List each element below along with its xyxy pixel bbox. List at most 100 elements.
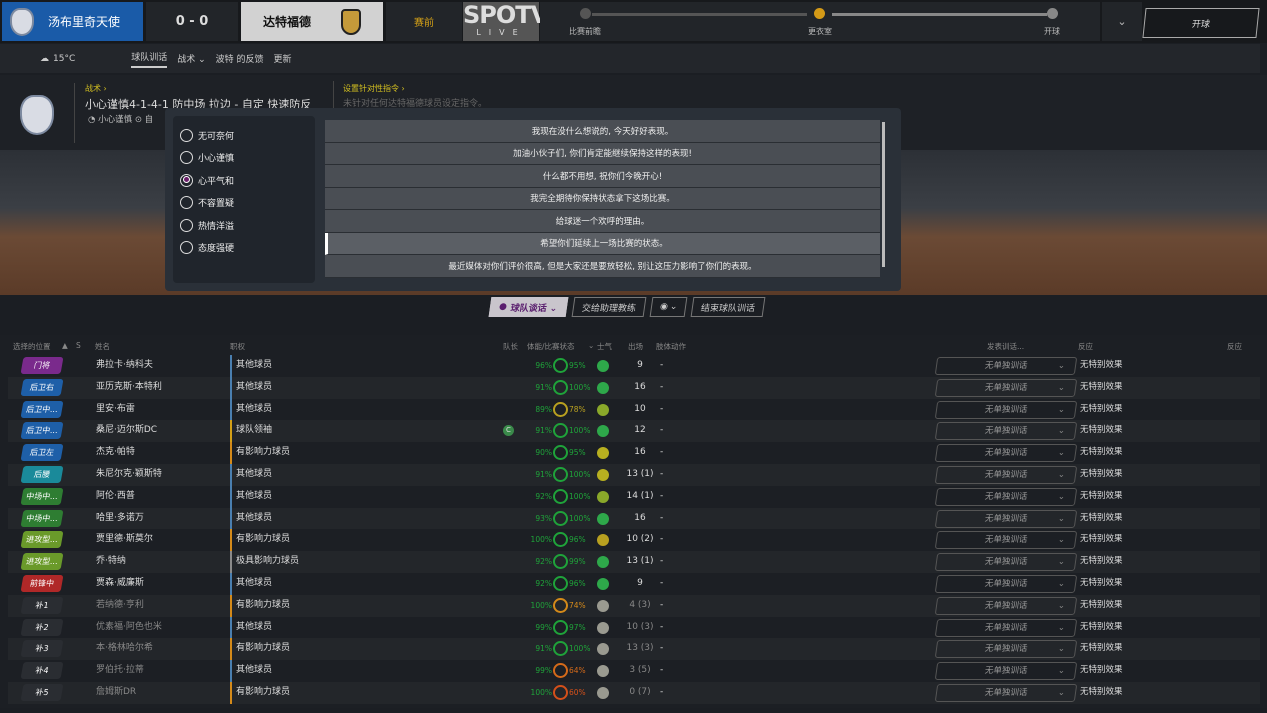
table-row[interactable]: 后卫左 杰克·帕特 有影响力球员 90% 95% 16 - 无单独训话 ⌄ 无特别… <box>8 442 1260 464</box>
table-row[interactable]: 进攻型... 乔·特纳 极具影响力球员 92% 99% 13 (1) - 无单独… <box>8 551 1260 573</box>
tone-radio[interactable]: 态度强硬 <box>180 237 308 260</box>
player-name[interactable]: 阿伦·西普 <box>96 490 135 501</box>
col-fitness[interactable]: 体能/比赛状态 <box>527 342 575 351</box>
end-talk-button[interactable]: 结束球队训话 <box>690 297 766 317</box>
player-name[interactable]: 优素福·阿色也米 <box>96 621 162 632</box>
col-s[interactable]: S <box>76 341 81 350</box>
col-reaction-2[interactable]: 反应 <box>1227 342 1242 351</box>
talk-dropdown[interactable]: 无单独训话 ⌄ <box>934 662 1078 681</box>
talk-dropdown[interactable]: 无单独训话 ⌄ <box>934 444 1078 463</box>
col-captain[interactable]: 队长 <box>503 342 518 351</box>
player-name[interactable]: 贾里德·斯莫尔 <box>96 534 153 545</box>
tactics-link[interactable]: 战术 › <box>85 84 107 93</box>
chevron-down-icon[interactable]: ⌄ <box>588 341 595 350</box>
col-body-language[interactable]: 肢体动作 <box>656 342 686 351</box>
position-badge[interactable]: 前锋中 <box>20 575 64 592</box>
talk-dropdown[interactable]: 无单独训话 ⌄ <box>934 400 1078 419</box>
position-badge[interactable]: 门将 <box>20 357 64 374</box>
player-name[interactable]: 桑尼·迈尔斯DC <box>96 425 158 436</box>
player-name[interactable]: 罗伯托·拉蒂 <box>96 665 144 676</box>
talk-dropdown[interactable]: 无单独训话 ⌄ <box>934 466 1078 484</box>
col-apps[interactable]: 出场 <box>628 342 643 351</box>
player-name[interactable]: 亚历克斯·本特利 <box>96 381 162 392</box>
position-badge[interactable]: 进攻型... <box>20 531 64 549</box>
talk-option[interactable]: 我现在没什么想说的, 今天好好表现。 <box>325 120 880 143</box>
position-badge[interactable]: 补3 <box>20 640 64 658</box>
position-badge[interactable]: 后卫左 <box>20 444 64 462</box>
position-badge[interactable]: 补1 <box>20 596 64 614</box>
player-name[interactable]: 里安·布雷 <box>96 403 135 414</box>
player-name[interactable]: 朱尼尔克·颖斯特 <box>96 469 162 479</box>
tone-radio[interactable]: 小心谨慎 <box>180 147 308 170</box>
position-badge[interactable]: 后卫中... <box>20 400 64 418</box>
tab-team-talk[interactable]: 球队训话 <box>131 50 168 68</box>
player-name[interactable]: 弗拉卡·纳科夫 <box>96 360 153 370</box>
position-badge[interactable]: 补5 <box>20 684 64 701</box>
talk-dropdown[interactable]: 无单独训话 ⌄ <box>934 553 1078 572</box>
radio-icon[interactable] <box>180 196 193 210</box>
table-row[interactable]: 补4 罗伯托·拉蒂 其他球员 99% 64% 3 (5) - 无单独训话 ⌄ 无特… <box>8 660 1260 682</box>
talk-dropdown[interactable]: 无单独训话 ⌄ <box>934 575 1078 593</box>
talk-dropdown[interactable]: 无单独训话 ⌄ <box>934 422 1078 441</box>
player-name[interactable]: 本·格林哈尔希 <box>96 643 153 654</box>
radio-icon[interactable] <box>180 128 193 142</box>
talk-option[interactable]: 希望你们延续上一场比赛的状态。 <box>325 232 880 255</box>
position-badge[interactable]: 后卫右 <box>20 378 64 396</box>
team-talk-button[interactable]: ● 球队谈话 ⌄ <box>488 297 568 317</box>
table-row[interactable]: 后卫中... 桑尼·迈尔斯DC 球队领袖 C 91% 100% 12 - 无单独… <box>8 420 1260 443</box>
radio-icon[interactable] <box>180 218 193 232</box>
position-badge[interactable]: 后腰 <box>20 466 64 483</box>
delegate-button[interactable]: 交给助理教练 <box>571 297 646 317</box>
position-badge[interactable]: 进攻型... <box>20 553 64 571</box>
talk-dropdown[interactable]: 无单独训话 ⌄ <box>934 596 1078 615</box>
sort-icon[interactable]: ▲ <box>62 341 68 350</box>
talk-dropdown[interactable]: 无单独训话 ⌄ <box>934 378 1078 397</box>
table-row[interactable]: 补3 本·格林哈尔希 有影响力球员 91% 100% 13 (3) - 无单独训… <box>8 638 1260 661</box>
kickoff-button[interactable]: 开球 <box>1142 8 1260 38</box>
player-instructions-link[interactable]: 设置针对性指令 › <box>343 84 405 93</box>
person-select-button[interactable]: ◉ ⌄ <box>649 297 688 317</box>
tone-radio[interactable]: 无可奈何 <box>180 124 308 147</box>
table-row[interactable]: 门将 弗拉卡·纳科夫 其他球员 96% 95% 9 - 无单独训话 ⌄ 无特别效果 <box>8 355 1260 377</box>
talk-dropdown[interactable]: 无单独训话 ⌄ <box>934 531 1078 550</box>
player-name[interactable]: 杰克·帕特 <box>96 447 135 458</box>
talk-option[interactable]: 最近媒体对你们评价很高, 但是大家还是要放轻松, 别让这压力影响了你们的表现。 <box>325 255 880 278</box>
table-row[interactable]: 前锋中 贾森·威廉斯 其他球员 92% 96% 9 - 无单独训话 ⌄ 无特别效果 <box>8 573 1260 595</box>
table-row[interactable]: 补5 詹姆斯DR 有影响力球员 100% 60% 0 (7) - 无单独训话 ⌄ … <box>8 682 1260 704</box>
player-name[interactable]: 若纳德·亨利 <box>96 599 144 610</box>
col-name[interactable]: 姓名 <box>95 342 110 351</box>
scrollbar[interactable] <box>882 122 885 267</box>
table-row[interactable]: 后腰 朱尼尔克·颖斯特 其他球员 91% 100% 13 (1) - 无单独训话… <box>8 464 1260 486</box>
table-row[interactable]: 补2 优素福·阿色也米 其他球员 99% 97% 10 (3) - 无单独训话 ⌄… <box>8 616 1260 639</box>
radio-icon[interactable] <box>180 241 193 255</box>
table-row[interactable]: 中场中... 阿伦·西普 其他球员 92% 100% 14 (1) - 无单独训… <box>8 485 1260 508</box>
home-team[interactable]: 汤布里奇天使 <box>2 2 143 41</box>
talk-option[interactable]: 给球迷一个欢呼的理由。 <box>325 210 880 233</box>
tone-radio[interactable]: 不容置疑 <box>180 192 308 215</box>
player-name[interactable]: 哈里·多诺万 <box>96 512 144 523</box>
tone-radio[interactable]: 热情洋溢 <box>180 214 308 237</box>
table-row[interactable]: 后卫右 亚历克斯·本特利 其他球员 91% 100% 16 - 无单独训话 ⌄ 无… <box>8 376 1260 399</box>
position-badge[interactable]: 后卫中... <box>20 422 64 440</box>
col-morale[interactable]: 士气 <box>597 342 612 351</box>
col-reaction[interactable]: 反应 <box>1078 342 1093 351</box>
talk-option[interactable]: 什么都不用想, 祝你们今晚开心! <box>325 165 880 188</box>
col-talk[interactable]: 发表训话... <box>987 342 1025 351</box>
talk-dropdown[interactable]: 无单独训话 ⌄ <box>934 509 1078 528</box>
tab-updates[interactable]: 更新 <box>273 55 292 65</box>
talk-option[interactable]: 加油小伙子们, 你们肯定能继续保持这样的表现! <box>325 142 880 165</box>
col-role[interactable]: 职权 <box>230 342 245 351</box>
tab-tactics[interactable]: 战术 ⌄ <box>177 55 206 65</box>
position-badge[interactable]: 中场中... <box>20 487 64 505</box>
position-badge[interactable]: 中场中... <box>20 509 64 527</box>
talk-dropdown[interactable]: 无单独训话 ⌄ <box>934 684 1078 702</box>
position-badge[interactable]: 补4 <box>20 662 64 680</box>
talk-dropdown[interactable]: 无单独训话 ⌄ <box>934 618 1078 637</box>
radio-icon[interactable] <box>180 173 193 187</box>
chevron-down-icon[interactable]: ⌄ <box>1102 2 1142 41</box>
talk-option[interactable]: 我完全期待你保持状态拿下这场比赛。 <box>325 187 880 210</box>
tone-radio[interactable]: 心平气和 <box>180 169 308 192</box>
table-row[interactable]: 进攻型... 贾里德·斯莫尔 有影响力球员 100% 96% 10 (2) - … <box>8 529 1260 552</box>
player-name[interactable]: 贾森·威廉斯 <box>96 578 144 588</box>
radio-icon[interactable] <box>180 151 193 165</box>
